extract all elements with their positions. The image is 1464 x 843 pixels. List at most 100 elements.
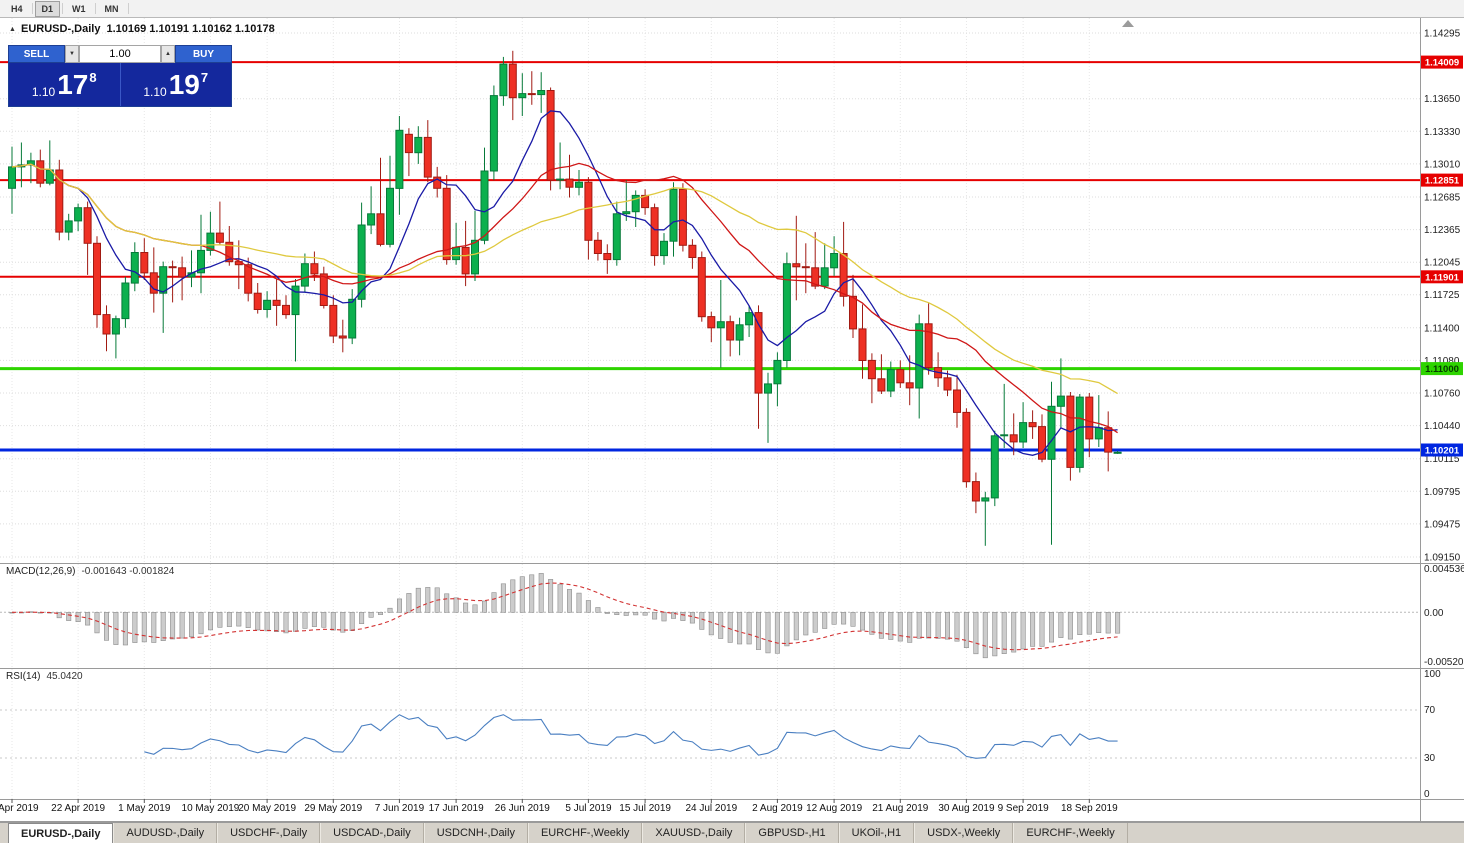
svg-text:1.12851: 1.12851 xyxy=(1425,176,1460,187)
svg-text:9 Sep 2019: 9 Sep 2019 xyxy=(998,803,1050,814)
one-click-trading-panel: SELL ▼ ▲ BUY 1.10 17 8 1.10 19 7 xyxy=(8,45,232,107)
rsi-indicator-label: RSI(14) 45.0420 xyxy=(6,671,83,682)
svg-text:1.09795: 1.09795 xyxy=(1424,487,1461,498)
svg-text:1.12685: 1.12685 xyxy=(1424,192,1461,203)
chart-tabs-bar: EURUSD-,Daily AUDUSD-,Daily USDCHF-,Daily U… xyxy=(0,822,1464,843)
timeframe-button-MN[interactable]: MN xyxy=(104,3,119,14)
svg-text:0.004536: 0.004536 xyxy=(1424,564,1464,575)
svg-text:30: 30 xyxy=(1424,753,1436,764)
chart-tab-UKOil-H1[interactable]: UKOil-,H1 xyxy=(838,823,915,843)
svg-text:24 Jul 2019: 24 Jul 2019 xyxy=(685,803,737,814)
sell-price-sup: 8 xyxy=(89,70,97,85)
volume-increase-button[interactable]: ▲ xyxy=(161,45,175,63)
svg-text:20 May 2019: 20 May 2019 xyxy=(238,803,296,814)
svg-text:21 Aug 2019: 21 Aug 2019 xyxy=(872,803,929,814)
svg-text:29 May 2019: 29 May 2019 xyxy=(304,803,362,814)
svg-text:1.09475: 1.09475 xyxy=(1424,519,1461,530)
horizontal-level-lines xyxy=(0,61,1420,452)
chart-tab-XAUUSD-Daily[interactable]: XAUUSD-,Daily xyxy=(642,823,746,843)
timeframe-button-W1[interactable]: W1 xyxy=(72,3,86,14)
chart-title: EURUSD-,Daily 1.10169 1.10191 1.10162 1.1… xyxy=(21,23,275,35)
buy-price-main: 19 xyxy=(168,68,200,100)
chart-symbol-label: EURUSD-,Daily xyxy=(21,23,101,35)
svg-text:22 Apr 2019: 22 Apr 2019 xyxy=(51,803,105,814)
svg-text:1.09150: 1.09150 xyxy=(1424,553,1461,564)
price-axis-labels[interactable]: 1.14295 1.13650 1.13330 1.13010 1.12685 1.123… xyxy=(1424,29,1461,564)
svg-text:100: 100 xyxy=(1424,669,1441,680)
chart-tab-GBPUSD-H1[interactable]: GBPUSD-,H1 xyxy=(745,823,839,843)
rsi-line xyxy=(144,714,1118,759)
svg-text:1.14009: 1.14009 xyxy=(1425,58,1459,69)
sell-price-main: 17 xyxy=(57,68,89,100)
buy-price-sup: 7 xyxy=(200,70,209,85)
svg-text:12 Aug 2019: 12 Aug 2019 xyxy=(806,803,863,814)
svg-text:1.13650: 1.13650 xyxy=(1424,94,1461,105)
chart-tab-EURCHF-Weekly[interactable]: EURCHF-,Weekly xyxy=(1013,823,1128,843)
ma-34-line xyxy=(11,163,1118,395)
svg-text:1.11400: 1.11400 xyxy=(1424,323,1460,334)
chart-tab-USDX-Weekly[interactable]: USDX-,Weekly xyxy=(914,823,1014,843)
svg-text:10 May 2019: 10 May 2019 xyxy=(182,803,240,814)
moving-average-lines xyxy=(11,110,1118,456)
timeframe-button-D1[interactable]: D1 xyxy=(34,0,61,17)
chart-tab-USDCAD-Daily[interactable]: USDCAD-,Daily xyxy=(320,823,424,843)
svg-text:1.13330: 1.13330 xyxy=(1424,127,1461,138)
svg-text:0.00: 0.00 xyxy=(1424,608,1444,619)
buy-button[interactable]: BUY xyxy=(175,45,232,63)
panel-separators xyxy=(0,18,1464,822)
svg-text:1.10440: 1.10440 xyxy=(1424,421,1461,432)
svg-text:1.10760: 1.10760 xyxy=(1424,389,1461,400)
macd-indicator-label: MACD(12,26,9) -0.001643 -0.001824 xyxy=(6,566,175,577)
chart-tab-USDCNH-Daily[interactable]: USDCNH-,Daily xyxy=(423,823,528,843)
volume-decrease-button[interactable]: ▼ xyxy=(65,45,79,63)
svg-text:1.10201: 1.10201 xyxy=(1425,445,1460,456)
chart-shift-marker-icon[interactable] xyxy=(1122,20,1134,27)
chart-window: 1.14295 1.13650 1.13330 1.13010 1.12685 1.123… xyxy=(0,18,1464,822)
volume-input[interactable] xyxy=(79,45,161,63)
chart-tab-EURCHF-Weekly[interactable]: EURCHF-,Weekly xyxy=(527,823,643,843)
svg-text:1.14295: 1.14295 xyxy=(1424,29,1461,40)
timeframe-toolbar: H4 D1 W1 MN xyxy=(0,0,1464,18)
svg-text:2 Aug 2019: 2 Aug 2019 xyxy=(752,803,803,814)
svg-text:18 Sep 2019: 18 Sep 2019 xyxy=(1061,803,1118,814)
svg-text:7 Jun 2019: 7 Jun 2019 xyxy=(375,803,425,814)
buy-price-display: 1.10 19 7 xyxy=(121,63,232,106)
svg-text:17 Jun 2019: 17 Jun 2019 xyxy=(429,803,484,814)
chart-background xyxy=(0,18,1464,822)
timeframe-button-H4[interactable]: H4 xyxy=(11,3,23,14)
svg-text:1.11000: 1.11000 xyxy=(1425,364,1459,375)
ma-8-line xyxy=(11,110,1118,456)
toolbar-separator xyxy=(31,3,33,14)
rsi-panel: 100 70 30 0 xyxy=(0,669,1441,800)
macd-panel: 0.004536 0.00 -0.005205 xyxy=(0,564,1464,668)
buy-price-prefix: 1.10 xyxy=(143,85,167,99)
svg-text:0: 0 xyxy=(1424,789,1430,800)
svg-text:15 Jul 2019: 15 Jul 2019 xyxy=(619,803,671,814)
chart-tab-EURUSD-Daily[interactable]: EURUSD-,Daily xyxy=(8,823,114,843)
chart-tab-USDCHF-Daily[interactable]: USDCHF-,Daily xyxy=(217,823,321,843)
svg-text:1.10115: 1.10115 xyxy=(1424,454,1460,465)
shift-marker xyxy=(1122,20,1134,27)
date-axis[interactable]: 11 Apr 2019 22 Apr 2019 1 May 2019 10 May 2… xyxy=(0,799,1118,814)
price-line-badges: 1.14009 1.12851 1.11901 1.11000 1.10201 xyxy=(1421,55,1463,457)
svg-text:1.12365: 1.12365 xyxy=(1424,225,1461,236)
sell-price-display: 1.10 17 8 xyxy=(9,63,121,106)
svg-text:1.12045: 1.12045 xyxy=(1424,258,1461,269)
chart-ohlc-values: 1.10169 1.10191 1.10162 1.10178 xyxy=(106,23,275,35)
symbol-marker-icon: ▲ xyxy=(9,26,16,33)
candles-layer xyxy=(8,50,1122,546)
svg-text:26 Jun 2019: 26 Jun 2019 xyxy=(495,803,550,814)
svg-text:1 May 2019: 1 May 2019 xyxy=(118,803,171,814)
svg-text:1.11901: 1.11901 xyxy=(1425,272,1460,283)
svg-text:1.13010: 1.13010 xyxy=(1424,159,1461,170)
toolbar-separator xyxy=(94,3,96,14)
svg-text:1.11725: 1.11725 xyxy=(1424,290,1460,301)
svg-text:30 Aug 2019: 30 Aug 2019 xyxy=(938,803,995,814)
sell-price-prefix: 1.10 xyxy=(31,85,56,99)
candlestick-chart[interactable]: 1.14295 1.13650 1.13330 1.13010 1.12685 1.123… xyxy=(0,18,1464,822)
svg-text:70: 70 xyxy=(1424,705,1436,716)
svg-text:11 Apr 2019: 11 Apr 2019 xyxy=(0,803,39,814)
toolbar-separator xyxy=(127,3,129,14)
chart-tab-AUDUSD-Daily[interactable]: AUDUSD-,Daily xyxy=(113,823,218,843)
sell-button[interactable]: SELL xyxy=(8,45,65,63)
